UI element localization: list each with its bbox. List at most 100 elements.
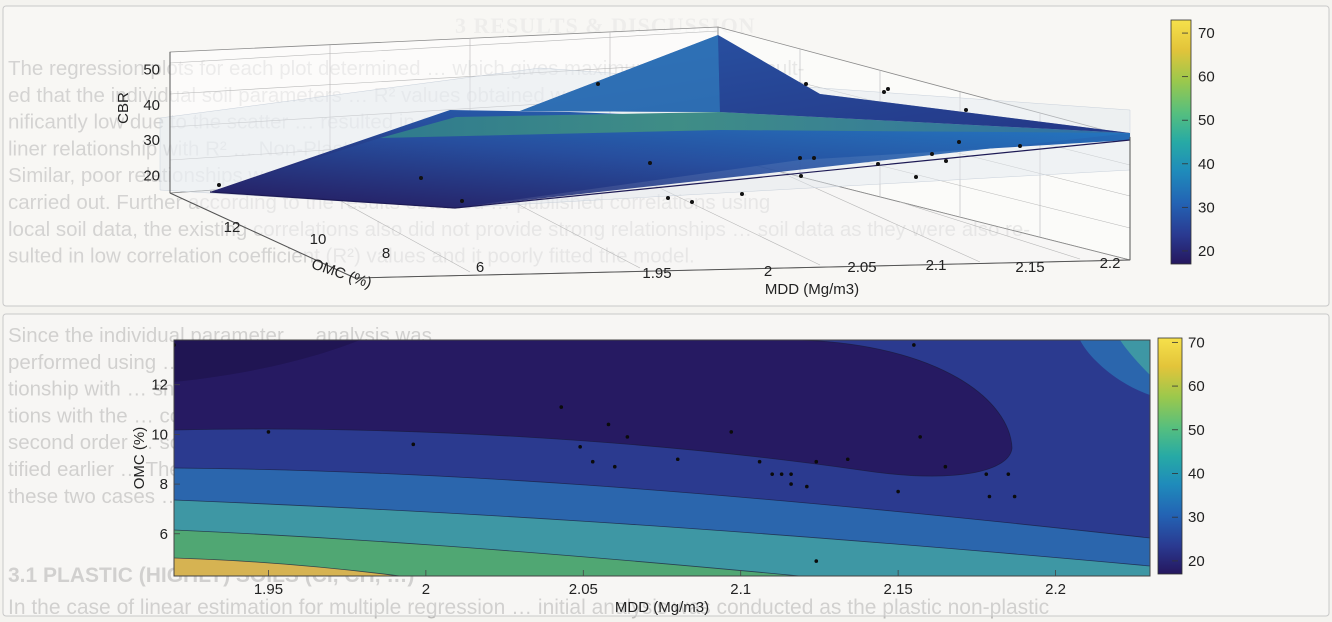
surface-colorbar-ticks: 70 60 50 40 30 20 [1182,25,1215,260]
surface-point [666,196,670,200]
contour-point [912,343,916,347]
surface-scatter-points [217,82,1022,204]
background-paragraph-3: In the case of linear estimation for mul… [8,596,1049,619]
colorbar-tick: 20 [1198,243,1215,260]
contour-point [411,442,416,447]
surface-point [944,159,948,163]
background-line: these two cases … [8,485,181,508]
contour-y-tick: 10 [151,426,168,443]
contour-scatter-points [174,343,1017,563]
colorbar-tick: 70 [1198,25,1215,42]
surface-point [930,152,934,156]
z-tick: 40 [143,97,160,114]
omc-tick-labels: 12 10 8 6 [224,219,485,276]
mdd-tick: 2.1 [926,257,947,274]
contour-y-tick-labels: 12 10 8 6 [151,377,180,543]
contour-point [559,405,564,409]
colorbar-tick: 50 [1198,112,1215,129]
omc-tick: 12 [224,219,241,236]
contour-x-tick: 2.2 [1045,581,1066,598]
contour-band-gt65 [174,558,400,576]
surface-point [798,156,802,160]
contour-point [943,464,948,469]
contour-point [845,457,850,462]
contour-point [612,464,617,469]
contour-x-tick: 1.95 [254,581,283,598]
omc-tick: 6 [476,259,484,276]
surface-point [957,140,961,144]
mdd-tick: 2.15 [1015,259,1044,276]
contour-x-tick-labels: 1.95 2 2.05 2.1 2.15 2.2 [254,570,1066,598]
contour-plot: 1.95 2 2.05 2.1 2.15 2.2 12 10 8 6 MDD (Mg/m3) O… [131,334,1205,616]
contour-y-tick: 6 [160,526,168,543]
surface-point [460,199,464,203]
contour-axes-box [173,339,1151,577]
contour-point [1012,494,1017,499]
mdd-tick: 2.05 [847,259,876,276]
contour-x-tick: 2.05 [569,581,598,598]
colorbar-tick: 30 [1198,199,1215,216]
contour-point [789,472,793,476]
mdd-tick: 1.95 [642,265,671,282]
surface-point [812,156,816,160]
mdd-tick: 2.2 [1100,255,1121,272]
mdd-tick: 2 [764,263,772,280]
contour-colorbar [1157,337,1183,575]
contour-y-axis-label: OMC (%) [131,427,148,490]
surface-point [419,176,423,180]
surface-point [690,200,694,204]
contour-point [987,494,992,499]
contour-point [918,435,922,439]
contour-x-axis-label: MDD (Mg/m3) [615,599,709,616]
contour-point [814,559,819,563]
surface-point [914,175,918,179]
contour-x-tick: 2.1 [730,581,751,598]
surface-colorbar [1170,19,1192,265]
surface-point [740,192,744,196]
colorbar-tick: 50 [1188,422,1205,439]
colorbar-tick: 60 [1188,378,1205,395]
surface-point [876,162,880,166]
contour-x-tick: 2 [422,581,430,598]
surface-point [886,87,890,91]
z-tick: 20 [143,167,160,184]
surface-point [804,82,808,86]
surface-point [217,183,221,187]
contour-point [625,435,630,439]
contour-point [779,472,784,476]
contour-band-55-65 [174,530,800,576]
contour-y-tick: 8 [160,476,168,493]
contour-point [606,422,611,427]
contour-point [984,472,989,476]
contour-point [266,430,271,434]
contour-point [729,430,734,434]
omc-tick: 10 [310,231,327,248]
surface-point [648,161,652,165]
contour-point [896,489,900,494]
surface-point [964,108,968,112]
z-tick: 50 [143,62,160,79]
z-tick: 30 [143,132,160,149]
colorbar-tick: 70 [1188,334,1205,351]
contour-point [578,445,582,449]
omc-tick: 8 [382,245,390,262]
surface-point [799,174,803,178]
contour-point [590,459,595,464]
colorbar-tick: 30 [1188,509,1205,526]
z-axis-label: CBR [115,92,132,124]
contour-band-lt25 [174,340,1012,477]
mdd-tick-labels: 1.95 2 2.05 2.1 2.15 2.2 [642,255,1120,282]
colorbar-tick: 40 [1198,156,1215,173]
contour-point [675,457,680,462]
contour-point [757,459,762,464]
surface-green-band [380,112,1130,138]
mdd-axis-label: MDD (Mg/m3) [765,281,859,298]
contour-y-tick: 12 [151,377,168,394]
colorbar-tick: 40 [1188,465,1205,482]
contour-colorbar-ticks: 70 60 50 40 30 20 [1172,334,1205,570]
colorbar-tick: 60 [1198,69,1215,86]
contour-x-tick: 2.15 [884,581,913,598]
contour-point [789,482,793,486]
